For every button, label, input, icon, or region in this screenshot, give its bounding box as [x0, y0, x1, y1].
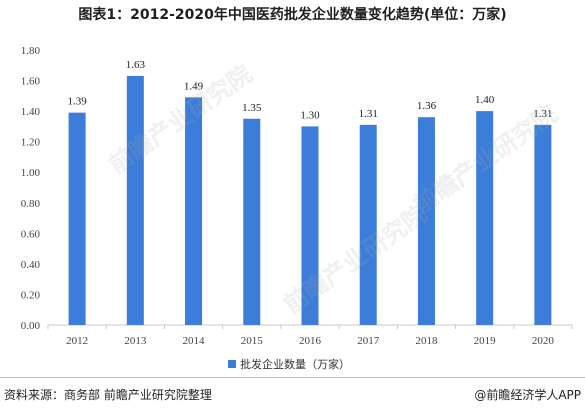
data-label: 1.39	[67, 96, 87, 108]
source-note: 资料来源：商务部 前瞻产业研究院整理	[4, 388, 212, 402]
data-label: 1.35	[242, 102, 262, 114]
footer-divider	[0, 377, 585, 378]
bar	[243, 118, 261, 325]
data-label: 1.30	[300, 109, 320, 121]
data-label: 1.31	[533, 108, 552, 120]
x-tick-label: 2019	[474, 335, 497, 347]
x-tick-label: 2014	[183, 335, 206, 347]
x-axis: 2012 2013 2014 2015 2016 2017 2018 2019 2020	[47, 324, 573, 347]
bar	[185, 97, 203, 325]
bar	[359, 124, 377, 325]
bar	[534, 124, 552, 325]
legend: 批发企业数量（万家）	[228, 357, 350, 371]
y-tick-label: 1.40	[21, 106, 41, 118]
data-label: 1.36	[417, 100, 437, 112]
bar-chart: 0.00 0.20 0.40 0.60 0.80 1.00 1.20 1.40 1.60 1.80…	[21, 45, 573, 371]
legend-swatch	[228, 360, 236, 368]
value-labels: 1.39 1.63 1.49 1.35 1.30 1.31 1.36 1.40 1.31	[67, 59, 552, 121]
x-tick-label: 2016	[299, 335, 322, 347]
y-tick-label: 1.00	[21, 167, 41, 179]
chart-title: 图表1：2012-2020年中国医药批发企业数量变化趋势(单位：万家)	[78, 7, 507, 23]
y-tick-label: 0.20	[21, 289, 41, 301]
data-label: 1.40	[475, 94, 495, 106]
bar	[126, 75, 144, 325]
bar	[301, 126, 319, 325]
data-label: 1.31	[359, 108, 378, 120]
bar	[68, 112, 86, 325]
y-tick-label: 0.80	[21, 198, 41, 210]
x-tick-label: 2018	[415, 335, 438, 347]
y-tick-label: 1.80	[21, 45, 41, 57]
bar-series	[68, 75, 552, 325]
bar	[476, 111, 494, 325]
x-tick-label: 2012	[66, 335, 88, 347]
data-label: 1.49	[184, 80, 204, 92]
y-tick-label: 0.60	[21, 228, 41, 240]
bar	[417, 117, 435, 325]
x-tick-label: 2017	[357, 335, 380, 347]
data-label: 1.63	[126, 59, 146, 71]
legend-label: 批发企业数量（万家）	[240, 357, 350, 371]
x-tick-label: 2013	[124, 335, 147, 347]
x-tick-label: 2015	[241, 335, 264, 347]
y-tick-label: 0.40	[21, 259, 41, 271]
y-tick-label: 1.20	[21, 137, 41, 149]
brand-credit: @前瞻经济学人APP	[474, 388, 581, 402]
y-axis: 0.00 0.20 0.40 0.60 0.80 1.00 1.20 1.40 1.60 1.80	[21, 45, 41, 332]
y-tick-label: 0.00	[21, 320, 41, 332]
x-tick-label: 2020	[532, 335, 555, 347]
y-tick-label: 1.60	[21, 76, 41, 88]
